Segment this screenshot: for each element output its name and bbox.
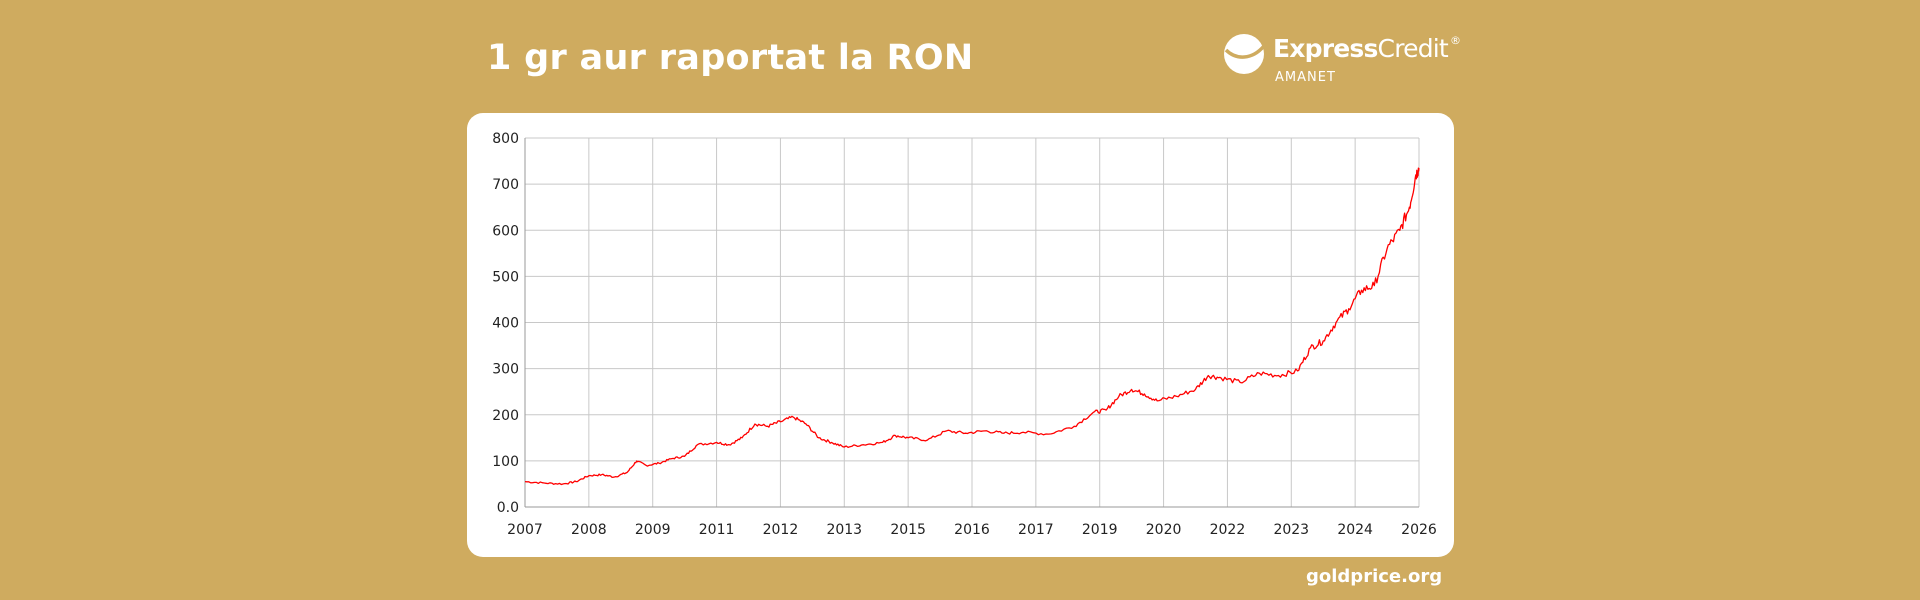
y-tick-label: 0.0	[497, 500, 519, 516]
registered-mark: ®	[1449, 34, 1461, 47]
x-tick-label: 2013	[826, 522, 862, 538]
y-tick-label: 500	[492, 269, 519, 285]
source-label: goldprice.org	[1306, 566, 1443, 587]
chart-card: 0.0 100 200 300 400 500 600 700 800 2007 2008 2009 2…	[467, 113, 1454, 557]
y-tick-label: 600	[492, 223, 519, 239]
x-tick-label: 2019	[1082, 522, 1118, 538]
brand-subtitle: AMANET	[1275, 70, 1336, 85]
x-tick-label: 2016	[954, 522, 990, 538]
x-tick-label: 2015	[890, 522, 926, 538]
y-tick-label: 300	[492, 362, 519, 378]
series-line-0	[524, 167, 1420, 486]
line-chart: 0.0 100 200 300 400 500 600 700 800 2007 2008 2009 2…	[492, 131, 1437, 538]
x-tick-label: 2007	[507, 522, 543, 538]
x-tick-label: 2012	[763, 522, 799, 538]
y-tick-label: 200	[492, 408, 519, 424]
chart-title: 1 gr aur raportat la RON	[487, 38, 974, 78]
x-tick-label: 2026	[1401, 522, 1437, 538]
x-tick-label: 2020	[1146, 522, 1182, 538]
brand-name: ExpressCredit ®	[1273, 34, 1461, 63]
x-tick-label: 2009	[635, 522, 671, 538]
x-tick-label: 2024	[1337, 522, 1373, 538]
brand-name-regular: Credit	[1377, 34, 1449, 63]
x-tick-label: 2011	[699, 522, 735, 538]
y-tick-label: 100	[492, 454, 519, 470]
x-tick-label: 2017	[1018, 522, 1054, 538]
x-tick-label: 2008	[571, 522, 607, 538]
x-tick-label: 2022	[1210, 522, 1246, 538]
express-credit-leaf-icon	[1224, 34, 1266, 74]
brand-name-bold: Express	[1273, 34, 1378, 63]
y-tick-label: 400	[492, 316, 519, 332]
y-tick-label: 700	[492, 177, 519, 193]
brand-logo-group: ExpressCredit ® AMANET	[1222, 30, 1461, 90]
y-tick-label: 800	[492, 131, 519, 147]
x-tick-label: 2023	[1273, 522, 1309, 538]
